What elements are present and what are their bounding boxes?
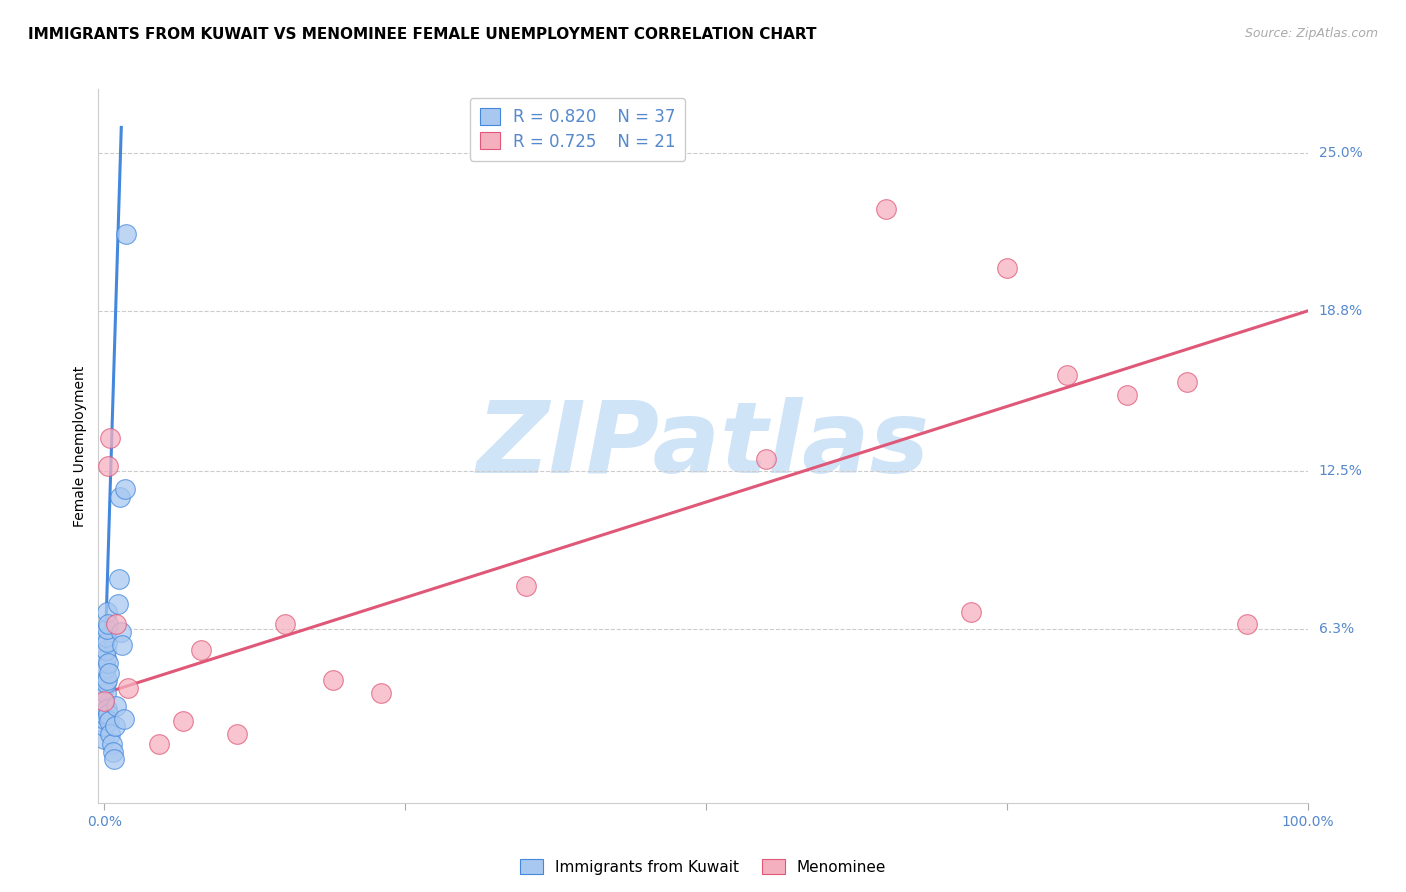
Point (111, 638, 134, 652)
Point (96, 623, 118, 637)
Point (93, 732, 115, 747)
Point (115, 227, 138, 242)
Text: ZIPatlas: ZIPatlas (477, 398, 929, 494)
Text: 25.0%: 25.0% (1319, 146, 1362, 160)
Point (93, 681, 115, 695)
Text: 18.8%: 18.8% (1319, 304, 1362, 318)
Point (94, 686, 117, 700)
Point (105, 617, 128, 632)
Point (100, 431, 122, 445)
Point (114, 483, 136, 497)
Point (96, 635, 118, 649)
Y-axis label: Female Unemployment: Female Unemployment (73, 366, 87, 526)
Point (101, 745, 124, 759)
Point (94, 630, 117, 644)
Point (93, 712, 115, 726)
Point (1175, 376, 1198, 390)
Point (94, 661, 117, 675)
Point (96, 701, 118, 715)
Point (93, 719, 115, 733)
Point (107, 597, 129, 611)
Point (1056, 368, 1078, 382)
Point (959, 605, 981, 619)
Point (104, 719, 127, 733)
Point (105, 698, 128, 713)
Point (96, 673, 118, 688)
Point (93, 694, 115, 708)
Point (98, 665, 121, 680)
Point (110, 625, 132, 640)
Text: Source: ZipAtlas.com: Source: ZipAtlas.com (1244, 27, 1378, 40)
Point (1236, 617, 1258, 632)
Point (995, 260, 1018, 275)
Text: IMMIGRANTS FROM KUWAIT VS MENOMINEE FEMALE UNEMPLOYMENT CORRELATION CHART: IMMIGRANTS FROM KUWAIT VS MENOMINEE FEMA… (28, 27, 817, 42)
Legend: Immigrants from Kuwait, Menominee: Immigrants from Kuwait, Menominee (513, 853, 893, 880)
Text: 12.5%: 12.5% (1319, 465, 1362, 478)
Point (97, 706, 120, 721)
Point (370, 686, 392, 700)
Point (94, 643, 117, 657)
Point (755, 451, 778, 466)
Point (112, 712, 135, 726)
Point (148, 737, 170, 751)
Point (190, 643, 212, 657)
Point (172, 714, 194, 729)
Point (100, 737, 122, 751)
Point (108, 572, 131, 586)
Point (93, 706, 115, 721)
Point (93, 698, 115, 713)
Point (225, 727, 247, 741)
Point (1116, 388, 1139, 402)
Point (93, 694, 115, 708)
Point (96, 605, 118, 619)
Point (100, 727, 122, 741)
Point (515, 579, 537, 593)
Text: 6.3%: 6.3% (1319, 623, 1354, 637)
Point (94, 676, 117, 690)
Point (108, 490, 131, 504)
Point (97, 459, 120, 474)
Point (117, 681, 139, 695)
Point (94, 650, 117, 665)
Point (103, 752, 125, 766)
Point (274, 617, 297, 632)
Point (98, 714, 121, 729)
Point (97, 617, 120, 632)
Point (322, 673, 344, 688)
Point (97, 656, 120, 670)
Point (875, 202, 897, 216)
